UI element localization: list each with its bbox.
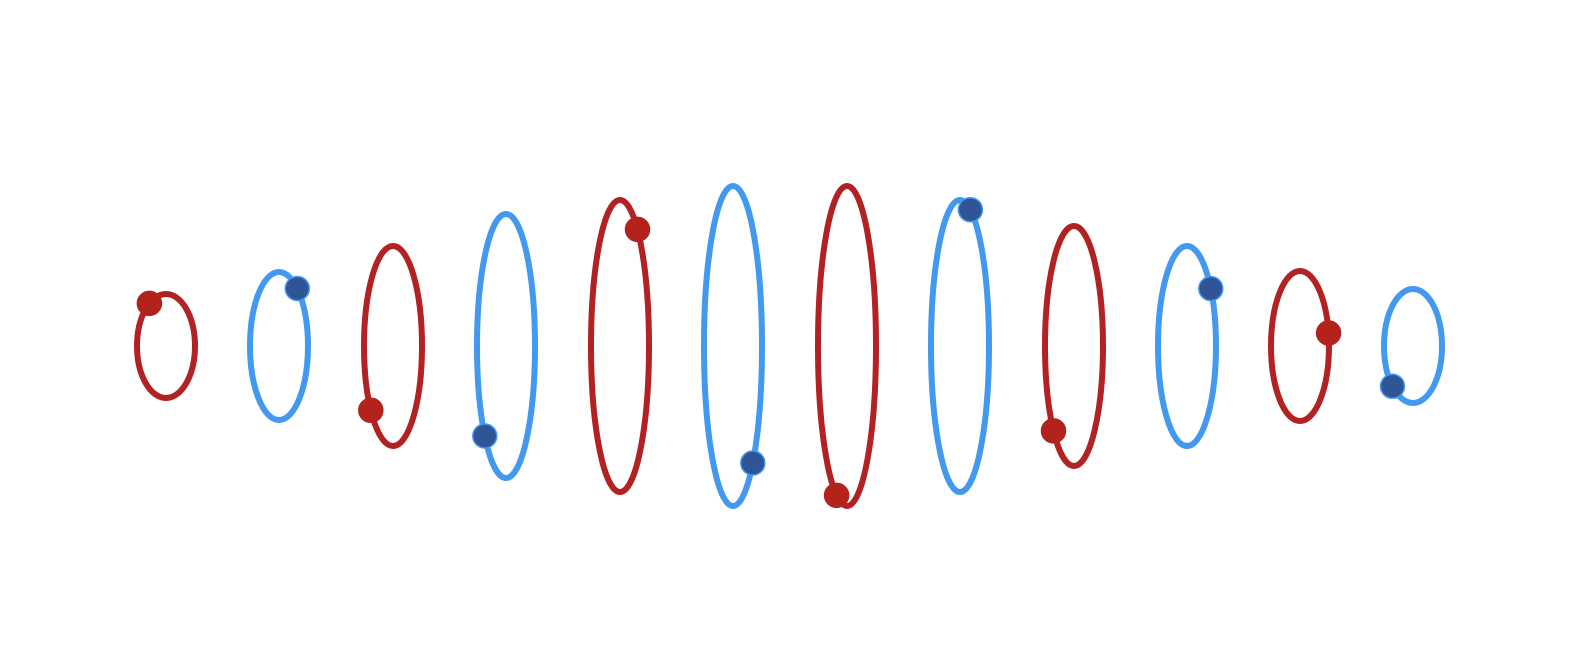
ring-dot-blue <box>1198 275 1224 302</box>
ring-dot-blue <box>740 450 766 476</box>
ring-dot-blue <box>957 196 984 223</box>
ring-dot-red <box>624 216 651 243</box>
ring-3 <box>358 243 425 449</box>
ring-11 <box>1268 268 1342 424</box>
ring-dot-blue <box>1379 373 1406 400</box>
ring-dot-red <box>1315 320 1342 346</box>
ring-dot-blue <box>472 423 498 449</box>
ring-dot-blue <box>284 275 311 302</box>
ring-dot-red <box>1040 418 1067 444</box>
ring-ellipse-red <box>1042 223 1106 469</box>
ring-ellipse-blue <box>247 269 311 423</box>
ring-6 <box>701 183 766 509</box>
ring-dot-red <box>136 290 163 317</box>
ring-ellipse-blue <box>701 183 765 509</box>
ring-2 <box>247 269 311 423</box>
ring-ellipse-red <box>815 183 879 509</box>
ring-5 <box>588 197 652 495</box>
ring-1 <box>134 290 198 401</box>
ring-ellipse-blue <box>474 211 538 481</box>
ring-ellipse-red <box>588 197 652 495</box>
ring-4 <box>472 211 538 481</box>
ring-10 <box>1155 243 1224 449</box>
ring-dot-red <box>823 482 850 509</box>
ring-ellipse-red <box>361 243 425 449</box>
ring-7 <box>815 183 879 509</box>
ring-ellipse-blue <box>928 197 992 495</box>
ring-12 <box>1379 286 1445 406</box>
ring-ellipse-red <box>134 291 198 401</box>
ring-dot-red <box>358 397 384 424</box>
ring-ellipse-blue <box>1155 243 1219 449</box>
ring-9 <box>1040 223 1106 469</box>
ring-ellipse-blue <box>1381 286 1445 406</box>
ring-8 <box>928 196 992 495</box>
ring-ellipse-red <box>1268 268 1332 424</box>
